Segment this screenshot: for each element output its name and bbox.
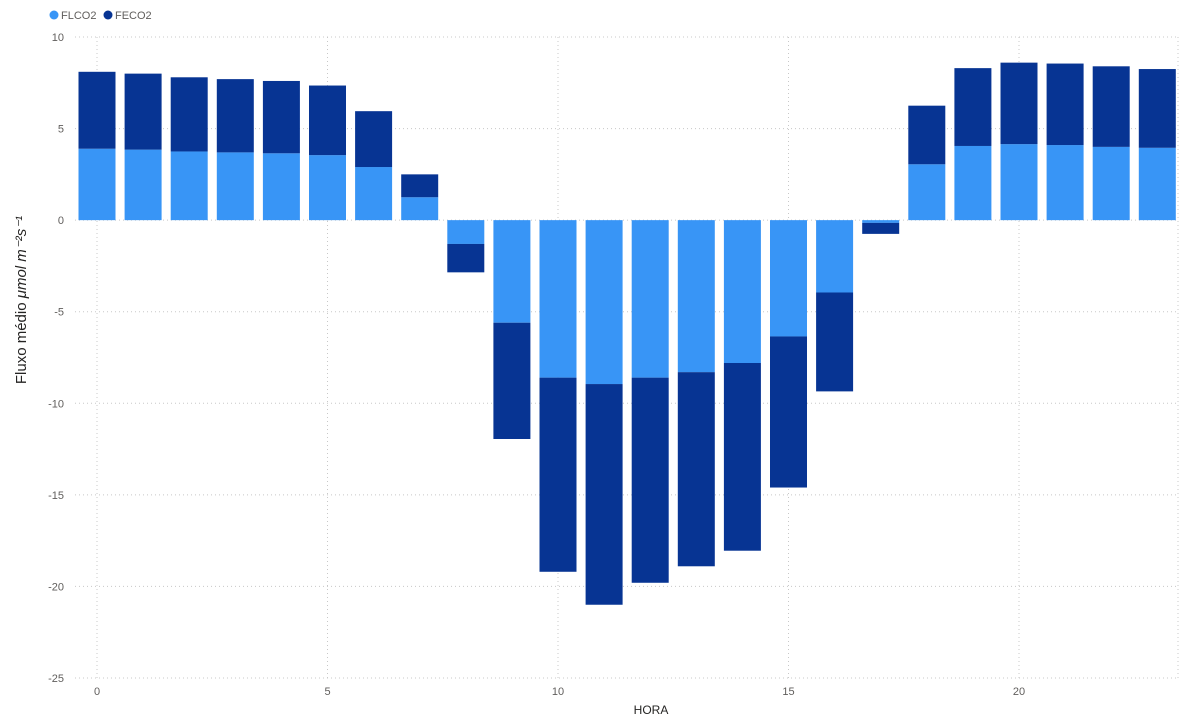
bar-feco2-2[interactable] [170,77,208,152]
bar-feco2-19[interactable] [954,68,992,146]
bar-flco2-7[interactable] [401,197,439,221]
bar-feco2-16[interactable] [816,292,854,392]
bar-feco2-7[interactable] [401,174,439,198]
bar-feco2-5[interactable] [309,85,346,156]
bar-feco2-4[interactable] [262,80,300,154]
bar-flco2-21[interactable] [1046,145,1084,221]
bar-flco2-9[interactable] [493,220,531,323]
x-axis-ticks: 0 5 10 15 20 [94,686,1025,698]
y-tick-label: -25 [48,673,64,685]
legend-marker-flco2 [49,10,59,20]
bar-flco2-11[interactable] [585,220,623,385]
bar-flco2-23[interactable] [1138,147,1176,221]
x-tick-label: 15 [782,686,794,698]
bar-flco2-1[interactable] [124,149,162,221]
bar-flco2-15[interactable] [770,220,807,337]
bar-flco2-13[interactable] [677,220,715,373]
bar-flco2-22[interactable] [1092,146,1130,221]
x-axis-title: HORA [634,703,669,717]
bar-feco2-3[interactable] [216,79,254,153]
y-axis-ticks: 10 5 0 -5 -10 -15 -20 -25 [48,32,64,685]
bar-flco2-17[interactable] [862,220,900,223]
bar-feco2-12[interactable] [631,377,669,583]
bar-flco2-8[interactable] [447,220,485,244]
y-tick-label: -5 [54,307,64,319]
bar-feco2-17[interactable] [862,222,900,234]
bar-flco2-12[interactable] [631,220,669,378]
legend-marker-feco2 [103,10,113,20]
y-tick-label: 10 [52,32,64,44]
bar-feco2-14[interactable] [723,362,761,551]
bar-feco2-18[interactable] [908,105,946,165]
bars [78,62,1176,605]
bar-flco2-3[interactable] [216,152,254,221]
bar-feco2-13[interactable] [677,372,715,567]
bar-flco2-6[interactable] [355,167,393,221]
bar-feco2-23[interactable] [1138,69,1176,148]
bar-flco2-4[interactable] [262,153,300,221]
bar-flco2-14[interactable] [723,220,761,363]
bar-feco2-20[interactable] [1000,62,1038,145]
bar-flco2-19[interactable] [954,145,992,221]
bar-feco2-1[interactable] [124,73,162,150]
y-axis-title: Fluxo médio μmol m⁻²s⁻¹ [13,216,30,384]
bar-feco2-9[interactable] [493,322,531,439]
legend: FLCO2 FECO2 [49,10,152,22]
bar-feco2-8[interactable] [447,243,485,273]
bar-feco2-11[interactable] [585,384,623,605]
y-tick-label: -10 [48,398,64,410]
bar-flco2-5[interactable] [309,155,346,221]
y-tick-label: -20 [48,581,64,593]
bar-feco2-15[interactable] [770,336,807,488]
x-tick-label: 20 [1013,686,1025,698]
x-tick-label: 10 [552,686,564,698]
bar-flco2-10[interactable] [539,220,577,378]
bar-feco2-0[interactable] [78,71,116,149]
x-tick-label: 0 [94,686,100,698]
bar-feco2-6[interactable] [355,111,393,168]
bar-flco2-20[interactable] [1000,144,1038,221]
bar-feco2-10[interactable] [539,377,577,572]
y-tick-label: -15 [48,490,64,502]
x-tick-label: 5 [324,686,330,698]
y-tick-label: 5 [58,124,64,136]
legend-label-feco2[interactable]: FECO2 [115,10,152,22]
bar-flco2-16[interactable] [816,220,854,293]
y-axis-title-unit: μmol m⁻²s⁻¹ [13,216,30,299]
bar-flco2-0[interactable] [78,148,116,221]
y-tick-label: 0 [58,215,64,227]
bar-flco2-2[interactable] [170,151,208,221]
legend-label-flco2[interactable]: FLCO2 [61,10,96,22]
bar-feco2-21[interactable] [1046,63,1084,146]
bar-feco2-22[interactable] [1092,66,1130,147]
y-axis-title-text: Fluxo médio [13,298,30,384]
bar-flco2-18[interactable] [908,164,946,221]
